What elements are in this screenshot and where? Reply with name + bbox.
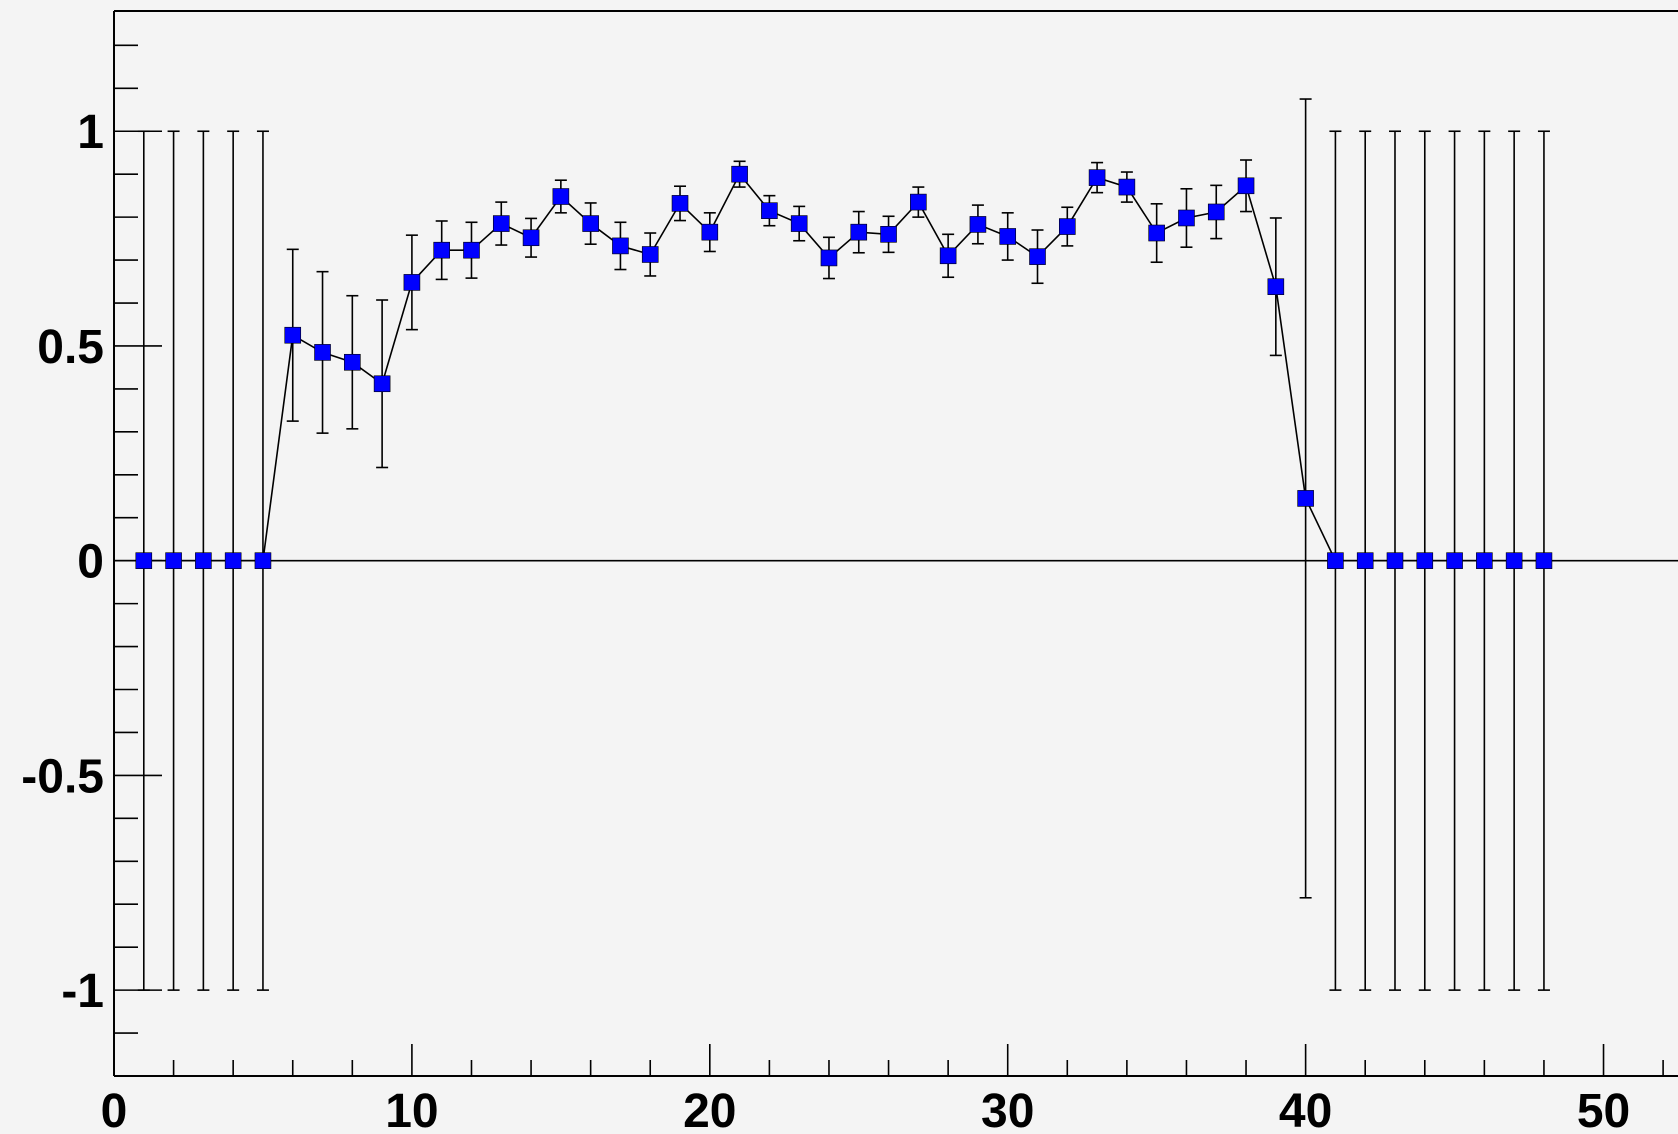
tick-labels: -1-0.500.510 10 20 30 40 50 xyxy=(21,106,1630,1134)
data-point xyxy=(641,246,659,263)
data-point xyxy=(1535,552,1553,569)
data-point xyxy=(880,226,897,243)
data-point xyxy=(314,344,331,361)
error-bars xyxy=(137,98,1550,991)
data-point xyxy=(1237,177,1255,195)
data-point xyxy=(1297,490,1314,507)
data-point xyxy=(224,552,242,569)
data-point xyxy=(671,195,689,212)
data-point xyxy=(1058,218,1076,235)
data-point xyxy=(761,202,778,219)
data-point xyxy=(552,188,570,205)
data-point xyxy=(1118,178,1136,196)
data-point xyxy=(373,375,391,393)
data-point xyxy=(135,552,153,569)
data-point xyxy=(1476,552,1493,569)
data-point xyxy=(969,216,987,233)
y-tick-label: -0.5 xyxy=(21,750,104,803)
data-point xyxy=(910,193,927,211)
y-tick-label: 0 xyxy=(77,536,104,589)
data-point xyxy=(731,165,748,183)
data-point xyxy=(1416,552,1434,569)
data-point xyxy=(790,215,808,232)
data-point xyxy=(1327,552,1344,569)
data-point xyxy=(165,552,182,569)
data-point xyxy=(850,223,868,241)
y-tick-label: 0.5 xyxy=(37,321,104,374)
data-point xyxy=(939,247,957,265)
x-tick-label: 0 xyxy=(101,1085,128,1134)
data-point xyxy=(344,353,361,371)
data-point xyxy=(582,215,599,232)
data-point xyxy=(433,241,450,259)
data-point xyxy=(1505,552,1523,569)
x-tick-label: 50 xyxy=(1577,1085,1630,1134)
data-point xyxy=(254,552,272,569)
data-point xyxy=(195,552,212,569)
chart-axes xyxy=(113,10,1678,1077)
data-point xyxy=(284,326,302,344)
data-point xyxy=(612,237,629,255)
data-point xyxy=(463,241,480,259)
data-point xyxy=(492,215,510,232)
data-point xyxy=(403,274,421,291)
data-point xyxy=(1446,552,1463,569)
data-point xyxy=(1178,209,1195,227)
data-point xyxy=(1207,203,1225,221)
data-point xyxy=(1356,552,1374,569)
data-point xyxy=(1148,224,1165,242)
x-tick-label: 10 xyxy=(385,1085,438,1134)
data-point xyxy=(522,229,540,247)
x-tick-label: 40 xyxy=(1279,1085,1332,1134)
data-point xyxy=(701,223,719,241)
y-tick-label: 1 xyxy=(77,106,104,159)
data-markers xyxy=(135,165,1553,569)
y-tick-label: -1 xyxy=(61,965,104,1018)
data-point xyxy=(1267,278,1285,295)
data-point xyxy=(1029,248,1046,265)
data-point xyxy=(999,228,1017,245)
data-point xyxy=(820,249,838,267)
data-point xyxy=(1386,552,1404,569)
data-point xyxy=(1088,169,1106,186)
x-tick-label: 20 xyxy=(683,1085,736,1134)
x-tick-label: 30 xyxy=(981,1085,1034,1134)
